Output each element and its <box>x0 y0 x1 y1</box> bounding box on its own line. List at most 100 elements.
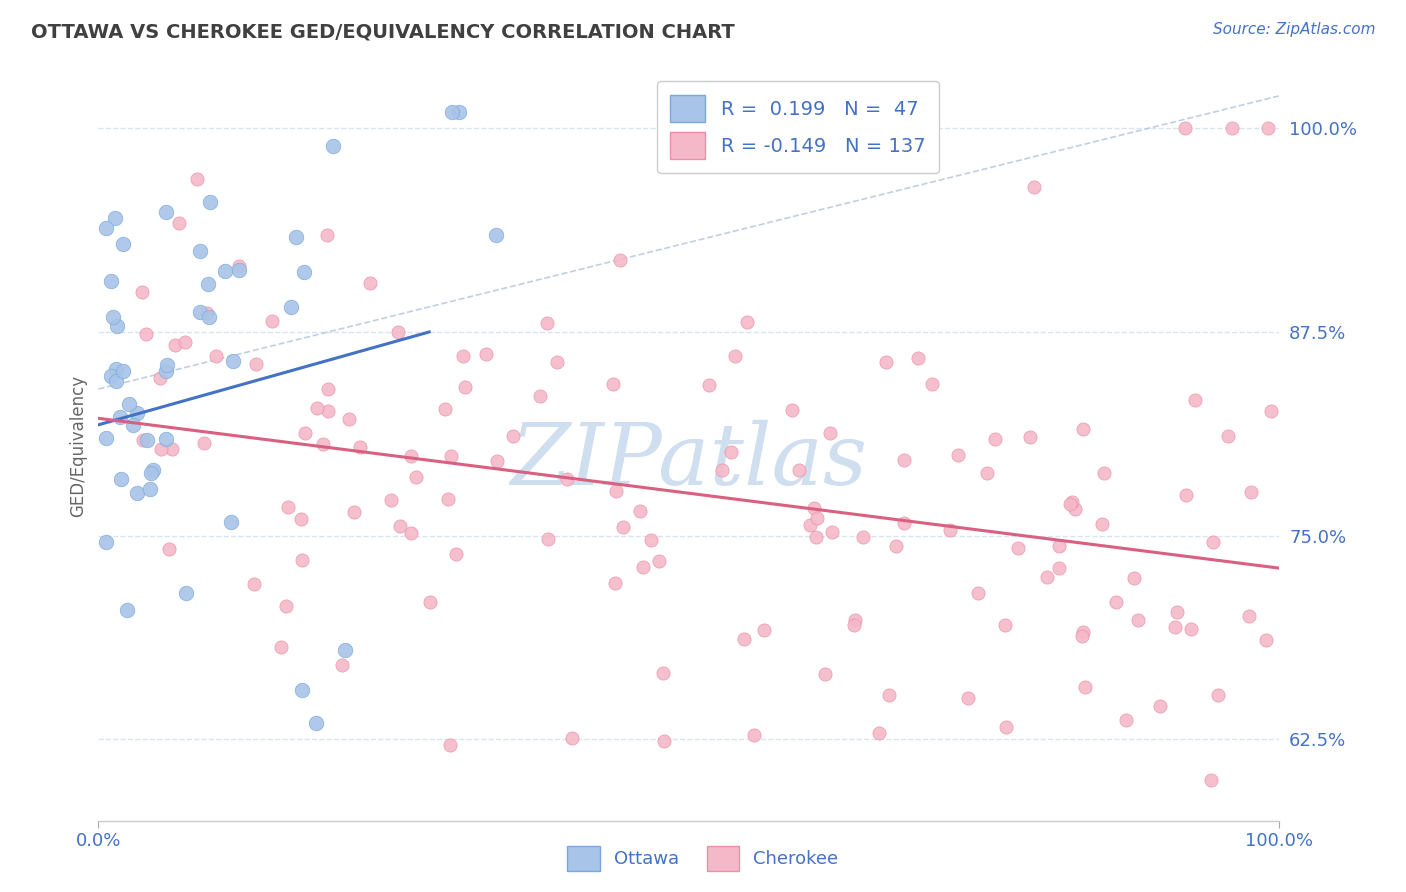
Point <box>803 501 825 516</box>
Point <box>609 252 631 267</box>
Y-axis label: GED/Equivalency: GED/Equivalency <box>69 375 87 517</box>
Point <box>733 632 755 647</box>
Point <box>156 358 179 372</box>
Point <box>967 586 990 600</box>
Point <box>475 346 498 360</box>
Point <box>1166 606 1188 620</box>
Point <box>118 397 141 411</box>
Point <box>343 505 366 519</box>
Point <box>907 351 929 365</box>
Point <box>305 715 328 730</box>
Point <box>1184 393 1206 408</box>
Point <box>1071 421 1094 435</box>
Point <box>197 277 219 291</box>
Point <box>1256 633 1278 648</box>
Point <box>419 595 441 609</box>
Point <box>536 316 558 330</box>
Point <box>605 483 627 498</box>
Point <box>94 535 117 549</box>
Point <box>1180 622 1202 636</box>
Point <box>291 683 314 698</box>
Point <box>316 404 339 418</box>
Point <box>100 368 122 383</box>
Point <box>1175 488 1198 502</box>
Point <box>1128 613 1150 627</box>
Point <box>125 406 148 420</box>
Point <box>818 426 841 441</box>
Point <box>984 432 1007 446</box>
Point <box>1218 429 1240 443</box>
Point <box>640 533 662 548</box>
Point <box>1164 620 1187 634</box>
Point <box>127 486 149 500</box>
Point <box>186 171 208 186</box>
Point <box>1036 570 1059 584</box>
Point <box>228 259 250 273</box>
Point <box>290 511 312 525</box>
Point <box>441 105 464 120</box>
Point <box>110 472 132 486</box>
Point <box>453 350 475 364</box>
Point <box>1060 494 1083 508</box>
Point <box>132 433 155 447</box>
Point <box>446 547 468 561</box>
Point <box>117 603 139 617</box>
Point <box>697 378 720 392</box>
Point <box>222 353 245 368</box>
Point <box>399 526 422 541</box>
Point <box>1202 534 1225 549</box>
Point <box>155 205 177 219</box>
Point <box>605 575 627 590</box>
Point <box>720 445 742 459</box>
Point <box>1071 624 1094 639</box>
Point <box>193 435 215 450</box>
Point <box>875 354 897 368</box>
Point <box>1059 497 1081 511</box>
Point <box>110 409 132 424</box>
Point <box>243 577 266 591</box>
Point <box>245 358 267 372</box>
Point <box>1206 688 1229 702</box>
Point <box>195 306 218 320</box>
Point <box>814 667 837 681</box>
Point <box>155 364 177 378</box>
Text: ZIPatlas: ZIPatlas <box>510 419 868 502</box>
Point <box>1092 466 1115 480</box>
Point <box>844 613 866 627</box>
Point <box>105 361 128 376</box>
Point <box>440 449 463 463</box>
Point <box>946 448 969 462</box>
Point <box>198 194 221 209</box>
Point <box>1260 404 1282 418</box>
Point <box>1240 485 1263 500</box>
Point <box>602 377 624 392</box>
Point <box>221 515 243 529</box>
Point <box>311 437 333 451</box>
Point <box>135 434 157 448</box>
Point <box>1201 772 1223 787</box>
Point <box>529 389 551 403</box>
Point <box>94 431 117 445</box>
Point <box>447 105 470 120</box>
Point <box>806 511 828 525</box>
Point <box>315 227 337 242</box>
Point <box>330 657 353 672</box>
Point <box>1237 608 1260 623</box>
Point <box>188 244 211 258</box>
Point <box>994 721 1017 735</box>
Point <box>291 553 314 567</box>
Point <box>938 523 960 537</box>
Point <box>100 274 122 288</box>
Point <box>724 349 747 363</box>
Point <box>1047 539 1070 553</box>
Point <box>1115 713 1137 727</box>
Point <box>138 482 160 496</box>
Point <box>337 411 360 425</box>
Point <box>1174 121 1197 136</box>
Point <box>322 139 344 153</box>
Point <box>333 642 356 657</box>
Point <box>1091 516 1114 531</box>
Legend: Ottawa, Cherokee: Ottawa, Cherokee <box>560 838 846 879</box>
Point <box>122 417 145 432</box>
Point <box>270 640 292 654</box>
